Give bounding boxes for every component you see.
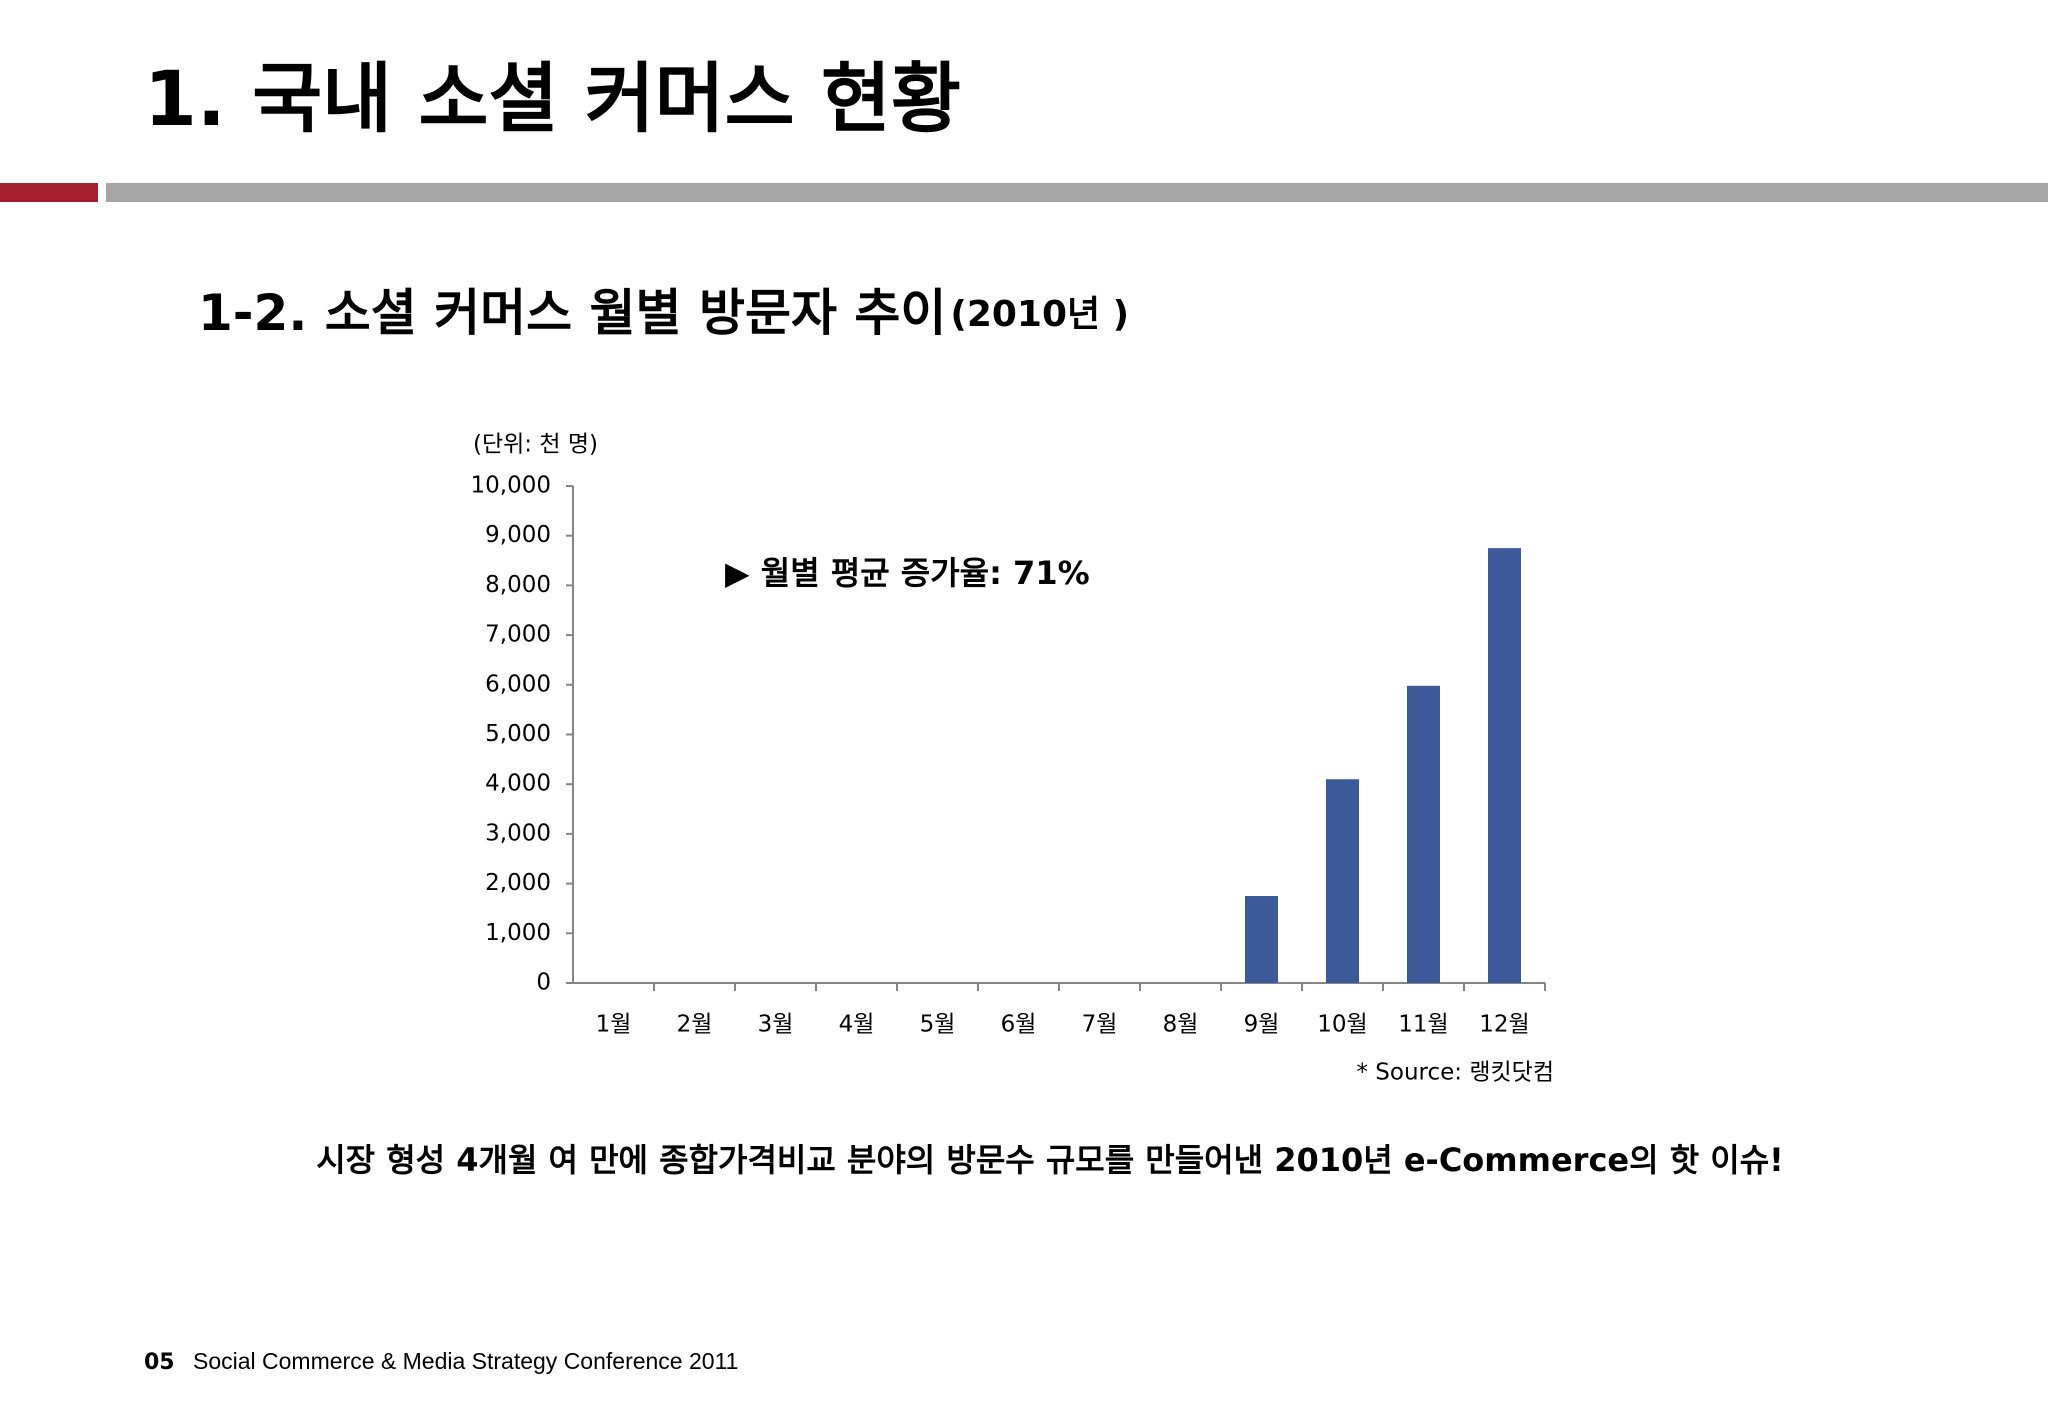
y-tick-label: 5,000 <box>485 721 551 747</box>
slide-title: 1. 국내 소셜 커머스 현황 <box>144 54 961 143</box>
x-tick-label: 5월 <box>920 1012 956 1038</box>
rule-bar <box>106 183 2048 202</box>
unit-label: (단위: 천 명) <box>473 432 598 458</box>
source: * Source: 랭킷닷컴 <box>1356 1060 1554 1086</box>
y-tick-label: 3,000 <box>485 820 551 846</box>
y-tick-label: 6,000 <box>485 671 551 697</box>
x-tick-label: 9월 <box>1244 1012 1280 1038</box>
y-tick-label: 7,000 <box>485 622 551 648</box>
x-tick-label: 6월 <box>1001 1012 1037 1038</box>
footer-text: Social Commerce & Media Strategy Confere… <box>193 1348 738 1374</box>
y-tick-label: 2,000 <box>485 870 551 896</box>
x-tick-label: 8월 <box>1163 1012 1199 1038</box>
x-tick-label: 12월 <box>1479 1012 1529 1038</box>
bar <box>1407 685 1440 983</box>
page-number: 05 <box>144 1350 175 1375</box>
conclusion: 시장 형성 4개월 여 만에 종합가격비교 분야의 방문수 규모를 만들어낸 2… <box>316 1141 1784 1179</box>
x-tick-label: 7월 <box>1082 1012 1118 1038</box>
bar <box>1326 779 1359 983</box>
annotation: ▶ 월별 평균 증가율: 71% <box>725 554 1090 592</box>
x-tick-label: 2월 <box>677 1012 713 1038</box>
accent-bar <box>0 183 98 202</box>
x-tick-label: 3월 <box>758 1012 794 1038</box>
subtitle: 1-2. 소셜 커머스 월별 방문자 추이 (2010년 ) <box>198 284 1129 342</box>
x-tick-label: 1월 <box>596 1012 632 1038</box>
x-tick-label: 11월 <box>1398 1012 1448 1038</box>
bar <box>1488 548 1521 983</box>
y-tick-label: 8,000 <box>485 572 551 598</box>
x-tick-label: 4월 <box>839 1012 875 1038</box>
subtitle-main: 1-2. 소셜 커머스 월별 방문자 추이 <box>198 284 946 342</box>
y-tick-label: 4,000 <box>485 771 551 797</box>
x-tick-label: 10월 <box>1317 1012 1367 1038</box>
y-tick-label: 0 <box>536 970 551 996</box>
y-tick-label: 9,000 <box>485 522 551 548</box>
y-tick-label: 1,000 <box>485 920 551 946</box>
subtitle-year: (2010년 ) <box>950 294 1129 335</box>
y-tick-label: 10,000 <box>471 473 551 499</box>
bar <box>1245 896 1278 983</box>
